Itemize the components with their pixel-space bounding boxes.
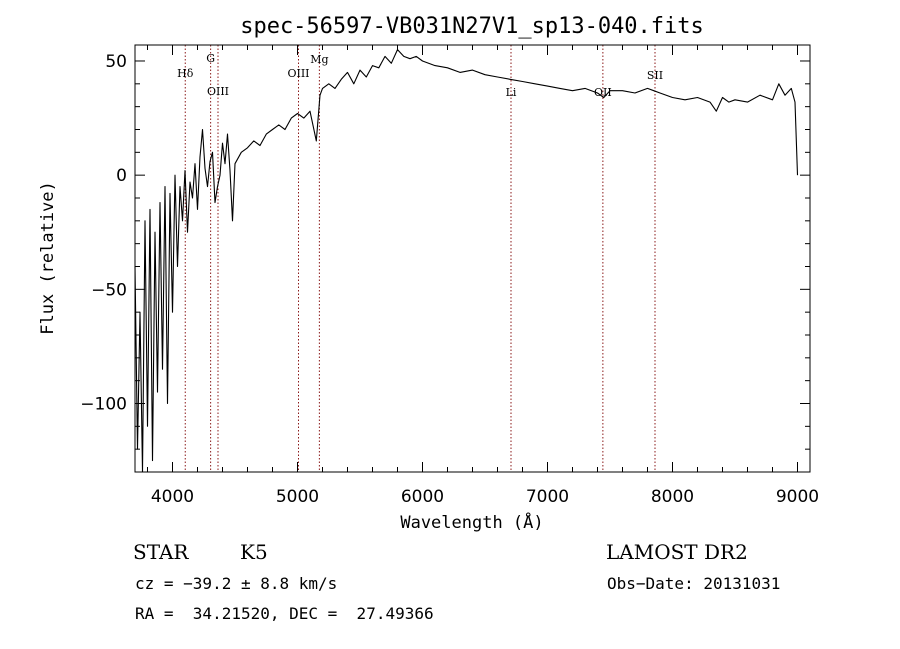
plot-frame	[134, 44, 811, 473]
spectral-line-label: G	[206, 52, 215, 65]
x-tick-label: 7000	[526, 487, 569, 507]
x-tick-label: 6000	[401, 487, 444, 507]
obs-date-label: Obs−Date: 20131031	[607, 574, 781, 593]
spectrum-series-line	[134, 49, 799, 473]
x-axis-label: Wavelength (Å)	[400, 511, 543, 533]
y-axis: −100 −50 0 50	[80, 52, 810, 450]
x-tick-label: 4000	[151, 487, 194, 507]
survey-label: LAMOST DR2	[606, 540, 748, 564]
x-tick-label: 8000	[651, 487, 694, 507]
y-tick-label: 50	[105, 52, 127, 72]
spectral-line-label: Hδ	[177, 67, 194, 80]
spectral-line-label: Li	[506, 86, 517, 99]
subclass-label: K5	[240, 540, 268, 564]
spectral-line-label: OII	[594, 86, 612, 99]
x-tick-label: 5000	[276, 487, 319, 507]
chart-title: spec-56597-VB031N27V1_sp13-040.fits	[240, 14, 704, 39]
spectral-line-label: SII	[647, 69, 663, 82]
y-tick-label: −50	[91, 280, 127, 300]
y-tick-label: 0	[116, 166, 127, 186]
y-tick-label: −100	[80, 394, 127, 414]
spectral-line-label: OIII	[207, 85, 229, 98]
y-axis-label: Flux (relative)	[38, 181, 58, 335]
spectral-line-label: Mg	[310, 53, 328, 66]
x-axis: 4000 5000 6000 7000 8000 9000	[147, 45, 819, 507]
x-tick-label: 9000	[776, 487, 819, 507]
object-type-label: STAR	[133, 540, 189, 564]
redshift-label: cz = −39.2 ± 8.8 km/s	[135, 574, 338, 593]
coordinates-label: RA = 34.21520, DEC = 27.49366	[135, 604, 434, 623]
spectral-line-label: OIII	[287, 67, 309, 80]
